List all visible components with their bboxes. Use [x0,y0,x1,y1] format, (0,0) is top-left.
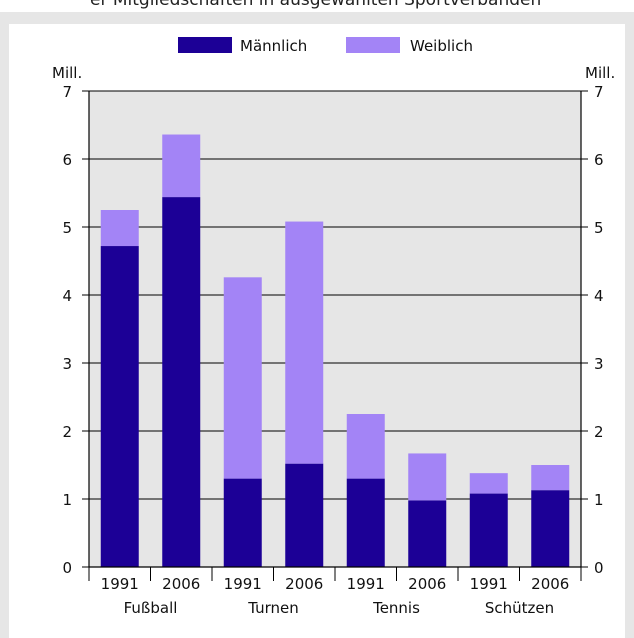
y-unit-right: Mill. [585,64,615,82]
x-group-label: Fußball [124,599,178,617]
y-tick-label-left: 7 [62,83,72,101]
bar-segment-weiblich [285,221,324,464]
bars [100,134,570,568]
y-tick-label-right: 7 [594,83,604,101]
bar-segment-maennlich [346,478,385,567]
y-tick-label-right: 0 [594,559,604,577]
y-tick-label-left: 2 [62,423,72,441]
x-year-label: 2006 [408,575,446,593]
x-group-label: Turnen [247,599,299,617]
x-year-label: 2006 [285,575,323,593]
bar-segment-maennlich [285,463,324,567]
header-fragment: er Mitgliedschaften in ausgewählten Spor… [0,0,634,12]
bar-segment-maennlich [223,478,262,567]
x-year-label: 2006 [162,575,200,593]
legend-label: Weiblich [410,37,473,55]
y-tick-label-right: 4 [594,287,604,305]
legend-swatch [346,37,400,53]
y-tick-label-right: 1 [594,491,604,509]
y-tick-label-right: 5 [594,219,604,237]
y-tick-label-left: 0 [62,559,72,577]
y-tick-label-right: 6 [594,151,604,169]
bar-segment-weiblich [223,277,262,479]
legend-label: Männlich [240,37,307,55]
bar-segment-weiblich [162,134,201,198]
bar-segment-maennlich [531,490,570,567]
y-tick-label-right: 3 [594,355,604,373]
bar-segment-maennlich [162,197,201,567]
bar-segment-weiblich [408,453,447,501]
y-tick-label-left: 4 [62,287,72,305]
x-year-label: 1991 [101,575,139,593]
y-unit-left: Mill. [52,64,82,82]
bar-segment-maennlich [100,246,139,568]
legend: Männlich Weiblich [178,37,473,55]
x-year-label: 1991 [224,575,262,593]
bar-segment-weiblich [346,414,385,479]
header-fragment-text: er Mitgliedschaften in ausgewählten Spor… [90,0,542,10]
bar-segment-weiblich [531,465,570,491]
bar-segment-maennlich [408,500,447,567]
x-year-label: 1991 [347,575,385,593]
x-year-label: 1991 [470,575,508,593]
x-year-label: 2006 [531,575,569,593]
y-tick-label-left: 1 [62,491,72,509]
bar-segment-weiblich [469,473,508,494]
legend-swatch [178,37,232,53]
x-group-label: Schützen [485,599,554,617]
axes: 0 0 1 1 2 2 3 3 4 4 5 5 6 6 7 7 1991 2006 1991 2006 1991 2006… [62,83,603,617]
bar-segment-maennlich [469,493,508,567]
y-tick-label-right: 2 [594,423,604,441]
y-tick-label-left: 6 [62,151,72,169]
y-tick-label-left: 5 [62,219,72,237]
x-group-label: Tennis [372,599,420,617]
y-tick-label-left: 3 [62,355,72,373]
bar-segment-weiblich [100,210,139,247]
